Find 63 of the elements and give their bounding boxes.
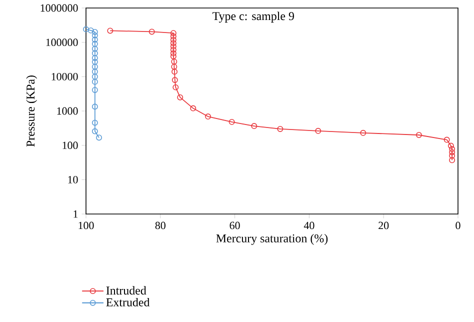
chart-title: Type c: sample 9 xyxy=(212,12,294,23)
point xyxy=(92,104,98,110)
y-tick-label: 100000 xyxy=(46,38,78,46)
y-tick-label: 1000 xyxy=(57,107,78,115)
point xyxy=(172,77,178,83)
point xyxy=(92,120,98,126)
legend-label: Extruded xyxy=(106,298,150,306)
point xyxy=(190,105,196,112)
y-tick-label: 10 xyxy=(68,176,78,184)
y-tick-label: 100 xyxy=(62,142,78,150)
x-tick-label: 40 xyxy=(304,222,314,230)
legend-label: Intruded xyxy=(106,286,146,295)
point xyxy=(170,43,176,50)
point xyxy=(92,36,98,43)
point xyxy=(360,130,366,136)
point xyxy=(170,46,176,53)
point xyxy=(92,58,98,65)
point xyxy=(170,50,176,56)
point xyxy=(92,78,98,85)
point xyxy=(92,46,98,52)
point xyxy=(170,33,176,40)
point xyxy=(449,146,456,152)
y-tick-label: 10000 xyxy=(52,72,78,80)
point xyxy=(251,123,258,130)
point xyxy=(205,114,211,120)
x-tick-label: 100 xyxy=(78,222,94,230)
point xyxy=(92,32,98,38)
point xyxy=(171,58,178,65)
point xyxy=(88,27,94,34)
x-tick-label: 60 xyxy=(230,222,240,230)
point xyxy=(92,74,98,80)
x-tick-label: 20 xyxy=(378,222,389,230)
point xyxy=(170,30,176,36)
point xyxy=(172,68,178,75)
point xyxy=(92,55,98,61)
point xyxy=(315,128,322,134)
point xyxy=(170,53,176,60)
point xyxy=(449,149,456,156)
x-tick-label: 0 xyxy=(456,222,460,230)
y-tick-label: 1000000 xyxy=(40,4,78,12)
point xyxy=(92,40,98,47)
point xyxy=(416,132,422,138)
point xyxy=(170,36,176,43)
y-tick-label: 1 xyxy=(74,210,78,218)
point xyxy=(92,86,98,93)
point xyxy=(92,68,98,75)
point xyxy=(277,126,284,132)
x-tick-label: 80 xyxy=(155,222,166,230)
point xyxy=(177,94,184,100)
x-axis-title: Mercury saturation (%) xyxy=(216,234,328,245)
point xyxy=(170,40,176,46)
point xyxy=(449,152,456,159)
point xyxy=(92,50,98,56)
y-axis-title: Pressure (KPa) xyxy=(26,76,38,147)
point xyxy=(92,64,98,70)
point xyxy=(444,136,450,143)
point xyxy=(148,28,155,35)
point xyxy=(92,29,98,35)
point xyxy=(448,142,454,149)
point xyxy=(92,128,98,134)
point xyxy=(171,64,178,70)
point xyxy=(172,84,179,90)
point xyxy=(228,118,235,125)
